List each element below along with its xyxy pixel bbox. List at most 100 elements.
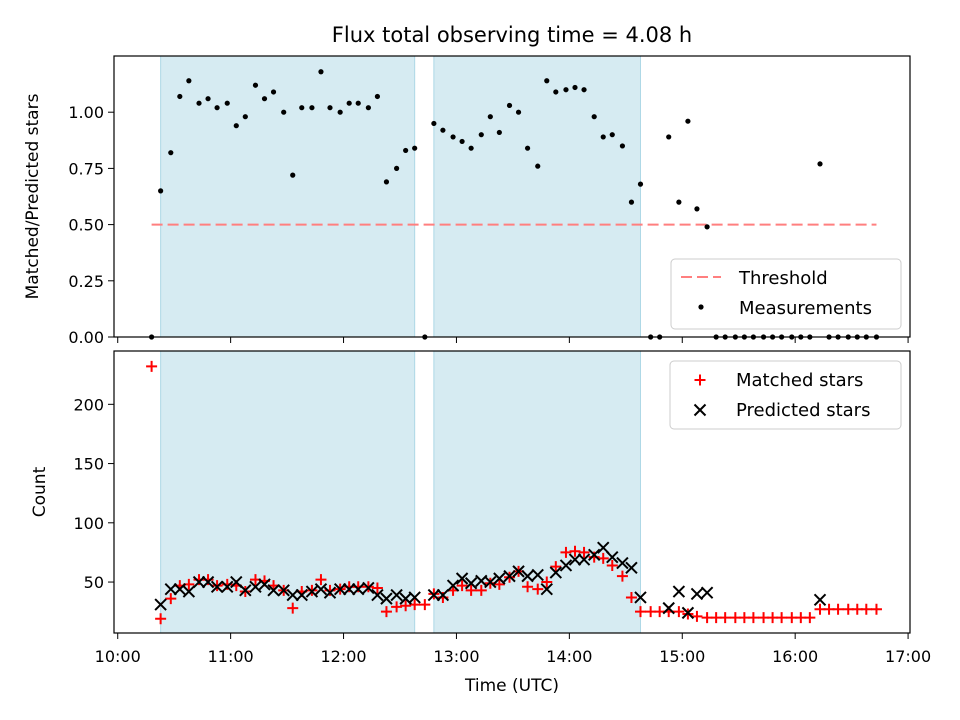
predicted-stars-point <box>380 592 393 605</box>
measurement-point <box>440 127 446 133</box>
measurement-point <box>676 199 682 205</box>
measurement-point <box>168 150 174 156</box>
predicted-stars-point <box>577 553 591 566</box>
measurement-point <box>817 161 823 167</box>
measurement-point <box>563 87 569 93</box>
y-axis-label: Matched/Predicted stars <box>23 93 43 299</box>
x-axis-label: Time (UTC) <box>464 676 559 696</box>
legend-measurements-swatch <box>698 304 704 310</box>
matched-stars-point <box>719 612 731 624</box>
measurement-point <box>299 105 305 111</box>
measurement-point <box>450 134 456 140</box>
predicted-stars-point <box>568 553 582 566</box>
y-tick-label: 200 <box>73 395 104 414</box>
predicted-stars-point <box>531 568 544 582</box>
matched-stars-point <box>870 603 882 615</box>
legend-matched-swatch <box>694 374 706 386</box>
measurement-point <box>459 138 465 145</box>
measurement-point <box>412 145 418 151</box>
count-panel: 50 100 150 200 10:00 11:00 12:00 13:00 14:00 15:0… <box>30 350 931 666</box>
measurement-point <box>572 84 578 91</box>
y-tick-label: 1.00 <box>68 103 104 122</box>
measurement-point <box>666 134 672 140</box>
measurement-point <box>365 105 371 111</box>
measurement-point <box>694 206 700 212</box>
matched-stars-point <box>776 612 788 624</box>
matched-stars-point <box>560 546 572 558</box>
predicted-stars-point <box>540 582 553 596</box>
x-tick-label: 15:00 <box>659 647 705 666</box>
measurement-point <box>553 89 559 95</box>
matched-stars-point <box>419 599 431 611</box>
matched-stars-point <box>371 582 383 594</box>
predicted-stars-point <box>455 572 469 585</box>
measurement-point <box>177 93 183 100</box>
measurement-point <box>628 199 635 205</box>
predicted-stars-point <box>464 577 478 590</box>
predicted-stars-point <box>239 584 252 597</box>
ratio-panel: 0.00 0.25 0.50 0.75 1.00 Matched/Predicted st… <box>23 55 911 347</box>
matched-stars-point <box>625 591 637 603</box>
matched-stars-point <box>456 580 468 592</box>
measurement-point <box>196 100 202 106</box>
predicted-stars-point <box>672 585 686 598</box>
matched-stars-point <box>465 584 477 596</box>
x-tick-label: 14:00 <box>546 647 592 666</box>
predicted-stars-point <box>521 569 534 583</box>
matched-stars-point <box>532 583 544 595</box>
measurement-point <box>290 172 296 178</box>
predicted-stars-point <box>371 588 384 602</box>
legend-box <box>669 360 902 430</box>
legend-label-matched: Matched stars <box>736 370 863 391</box>
predicted-stars-point <box>587 548 601 562</box>
measurement-point <box>318 69 324 75</box>
predicted-stars-point <box>436 588 450 602</box>
predicted-stars-point <box>295 588 308 602</box>
y-tick-label: 150 <box>73 455 104 474</box>
measurement-point <box>685 118 691 124</box>
legend-predicted-swatch <box>693 403 707 417</box>
predicted-stars-point <box>493 572 506 585</box>
measurement-point <box>609 132 615 138</box>
matched-stars-point <box>400 600 412 612</box>
measurement-point <box>224 100 230 106</box>
predicted-stars-point <box>352 582 365 596</box>
matched-stars-point <box>493 578 505 590</box>
x-tick-label: 17:00 <box>885 647 931 666</box>
legend: Threshold Measurements <box>670 258 902 330</box>
measurement-point <box>478 132 484 138</box>
legend-label-predicted: Predicted stars <box>736 400 870 421</box>
predicted-stars-point <box>634 591 647 604</box>
measurement-point <box>619 143 626 149</box>
matched-stars-point <box>380 606 392 618</box>
predicted-stars-point <box>390 588 403 602</box>
y-tick-label: 0.50 <box>68 216 104 235</box>
matched-stars-point <box>691 610 703 622</box>
y-axis-label: Count <box>30 466 50 517</box>
axes-frame <box>113 350 911 634</box>
axes-frame <box>113 55 911 338</box>
predicted-stars-point <box>625 561 638 575</box>
predicted-stars-point <box>314 582 328 596</box>
matched-stars-point <box>287 602 299 614</box>
x-tick-label: 13:00 <box>433 647 479 666</box>
x-tick-label: 16:00 <box>772 647 818 666</box>
measurement-point <box>242 114 248 120</box>
predicted-stars-point <box>249 580 262 593</box>
matched-stars-point <box>315 574 327 586</box>
legend-box <box>670 258 902 330</box>
predicted-stars-point <box>616 556 629 570</box>
legend-label-measurements: Measurements <box>739 298 872 319</box>
predicted-stars-point <box>182 585 196 598</box>
matched-stars-point <box>541 576 553 588</box>
legend: Matched stars Predicted stars <box>669 360 902 430</box>
matched-stars-point <box>522 581 534 593</box>
predicted-stars-point <box>408 591 421 604</box>
predicted-stars-point <box>210 580 224 593</box>
matched-stars-point <box>155 613 167 625</box>
measurement-point <box>468 145 474 151</box>
measurement-point <box>524 145 531 151</box>
measurement-point <box>205 96 211 102</box>
predicted-stars-point <box>258 578 271 591</box>
measurement-point <box>403 147 409 154</box>
